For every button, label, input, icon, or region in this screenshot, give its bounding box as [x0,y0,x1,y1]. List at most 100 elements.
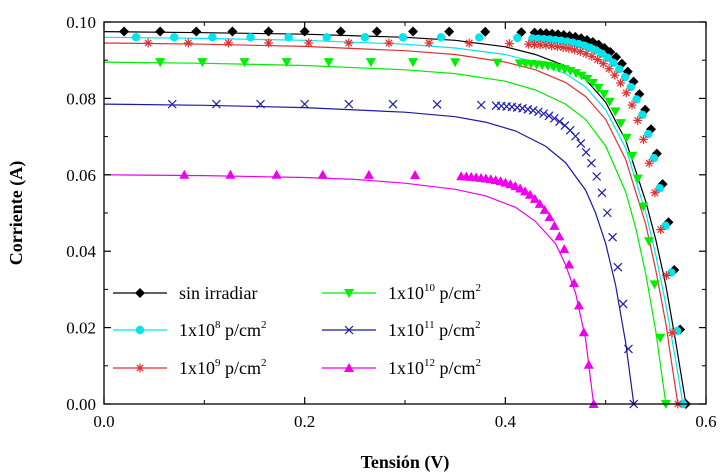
marker-circle [667,268,676,277]
marker-triangle-down [599,90,610,100]
marker-asterisk [667,328,677,338]
marker-triangle-down [632,174,643,184]
marker-circle [638,110,647,120]
marker-triangle-down [610,107,621,117]
marker-asterisk [547,41,557,51]
marker-triangle-up [410,170,421,180]
marker-triangle-down [281,58,292,68]
marker-asterisk [535,40,545,50]
marker-asterisk [504,39,514,49]
marker-asterisk [304,38,314,48]
x-tick-label: 0.2 [294,412,315,431]
marker-triangle-up [573,300,584,310]
y-tick-label: 0.02 [66,319,96,338]
marker-triangle-down [365,58,376,68]
marker-triangle-down [344,289,354,298]
marker-circle [620,72,630,82]
marker-circle [135,325,145,335]
marker-cross [581,147,591,157]
marker-asterisk [424,38,434,48]
marker-cross [539,109,549,119]
marker-circle [436,33,446,42]
marker-cross [624,344,633,354]
marker-circle [603,53,612,62]
legend: sin irradiar 1x108 p/cm2 1x109 p/cm2 1x1010… [113,282,481,378]
marker-asterisk [135,363,145,373]
marker-triangle-up [549,220,560,230]
marker-triangle-up [520,186,531,196]
marker-triangle-up [317,169,328,179]
legend-item-3: 1x109 p/cm2 [113,357,267,378]
legend-item-4: 1x1010 p/cm2 [322,282,481,303]
marker-cross [388,99,398,109]
marker-cross [528,106,538,115]
marker-diamond [155,26,166,37]
marker-cross [613,262,623,272]
marker-triangle-down [570,69,581,79]
marker-triangle-up [225,169,236,179]
series-6 [103,169,599,408]
series-line [103,36,684,405]
marker-circle [398,33,408,42]
marker-diamond [263,26,274,37]
marker-asterisk [264,38,274,48]
marker-circle [661,221,670,230]
marker-triangle-up [534,198,545,208]
marker-triangle-down [649,280,660,290]
series-5 [103,99,639,409]
marker-asterisk [558,42,568,52]
series-line [103,61,667,405]
marker-circle [322,33,331,42]
marker-cross [256,99,265,109]
plot-area [103,26,691,409]
marker-diamond [480,26,491,37]
legend-label: 1x1011 p/cm2 [388,319,481,340]
plot-frame [103,21,707,405]
marker-asterisk [183,38,193,48]
legend-item-2: 1x108 p/cm2 [113,319,267,340]
marker-cross [533,107,543,117]
marker-asterisk [552,42,562,52]
marker-cross [602,208,612,218]
series-4 [103,58,671,409]
marker-cross [344,325,354,335]
marker-cross [576,139,586,148]
marker-cross [211,99,221,109]
marker-triangle-up [578,327,589,337]
marker-triangle-up [524,189,535,199]
marker-triangle-down [450,58,461,68]
marker-cross [167,99,177,109]
axes: 0.0 0.2 0.4 0.6 0.00 0.02 0.04 0.06 0.08 0.10 [66,13,716,431]
marker-triangle-up [564,259,575,269]
marker-circle [609,58,618,68]
marker-cross [300,99,310,109]
marker-diamond [408,26,419,37]
marker-triangle-down [621,133,632,143]
marker-asterisk [621,88,631,98]
legend-item-5: 1x1011 p/cm2 [322,319,481,340]
x-tick-label: 0.6 [695,412,716,431]
marker-triangle-down [155,58,166,68]
x-tick-label: 0.0 [93,412,114,431]
marker-asterisk [384,38,394,48]
series-line [103,42,679,405]
marker-circle [170,33,179,42]
series-3 [103,38,683,409]
marker-asterisk [610,70,620,80]
marker-asterisk [587,51,597,61]
marker-diamond [191,26,202,37]
marker-asterisk [627,100,637,110]
marker-triangle-down [576,71,587,81]
marker-asterisk [223,38,233,48]
marker-triangle-up [344,363,354,372]
y-tick-label: 0.00 [66,395,96,414]
marker-asterisk [661,271,671,281]
marker-asterisk [529,39,539,49]
marker-asterisk [593,55,603,65]
marker-triangle-down [644,237,655,247]
marker-cross [571,131,580,141]
marker-triangle-up [515,183,526,193]
marker-diamond [119,26,130,37]
marker-cross [344,99,354,109]
legend-item-1: sin irradiar [113,283,257,303]
